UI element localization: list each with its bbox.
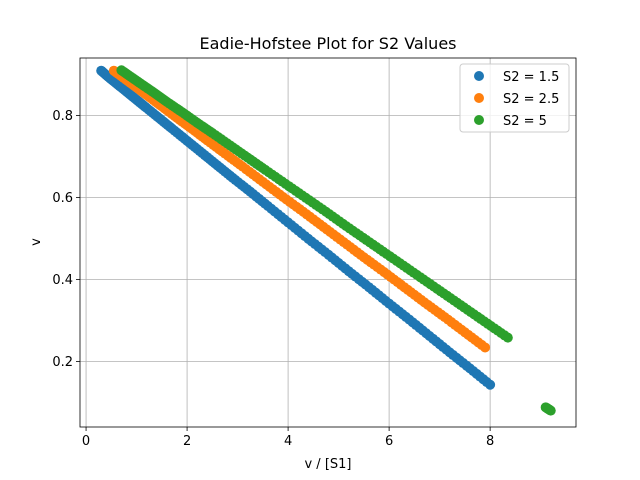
chart-title: Eadie-Hofstee Plot for S2 Values [200,34,457,53]
data-point [485,379,496,390]
x-tick-label: 6 [385,434,393,449]
legend-label-s2-1-5: S2 = 1.5 [503,70,559,85]
legend-marker-s2-1-5 [474,71,484,81]
y-axis-ticks: 0.2 0.4 0.6 0.8 [52,109,80,370]
data-series [96,65,556,416]
x-tick-label: 0 [82,434,90,449]
legend: S2 = 1.5 S2 = 2.5 S2 = 5 [459,63,570,133]
y-tick-label: 0.8 [52,109,73,124]
plot-frame [79,57,577,428]
legend-marker-s2-2-5 [474,93,484,103]
y-tick-label: 0.4 [52,273,73,288]
data-point [480,342,491,353]
y-axis-label: v [29,238,44,246]
legend-label-s2-5: S2 = 5 [503,114,547,129]
x-tick-label: 4 [284,434,292,449]
data-point [502,332,513,343]
series-2 [116,65,556,416]
legend-frame [459,63,570,133]
legend-marker-s2-5 [474,115,484,125]
x-axis-label: v / [S1] [304,457,351,472]
data-point [540,402,551,413]
x-tick-label: 2 [183,434,191,449]
legend-label-s2-2-5: S2 = 2.5 [503,92,559,107]
x-tick-label: 8 [486,434,494,449]
y-tick-label: 0.2 [52,355,73,370]
x-axis-ticks: 0 2 4 6 8 [82,427,494,449]
series-1 [108,65,491,353]
y-tick-label: 0.6 [52,191,73,206]
